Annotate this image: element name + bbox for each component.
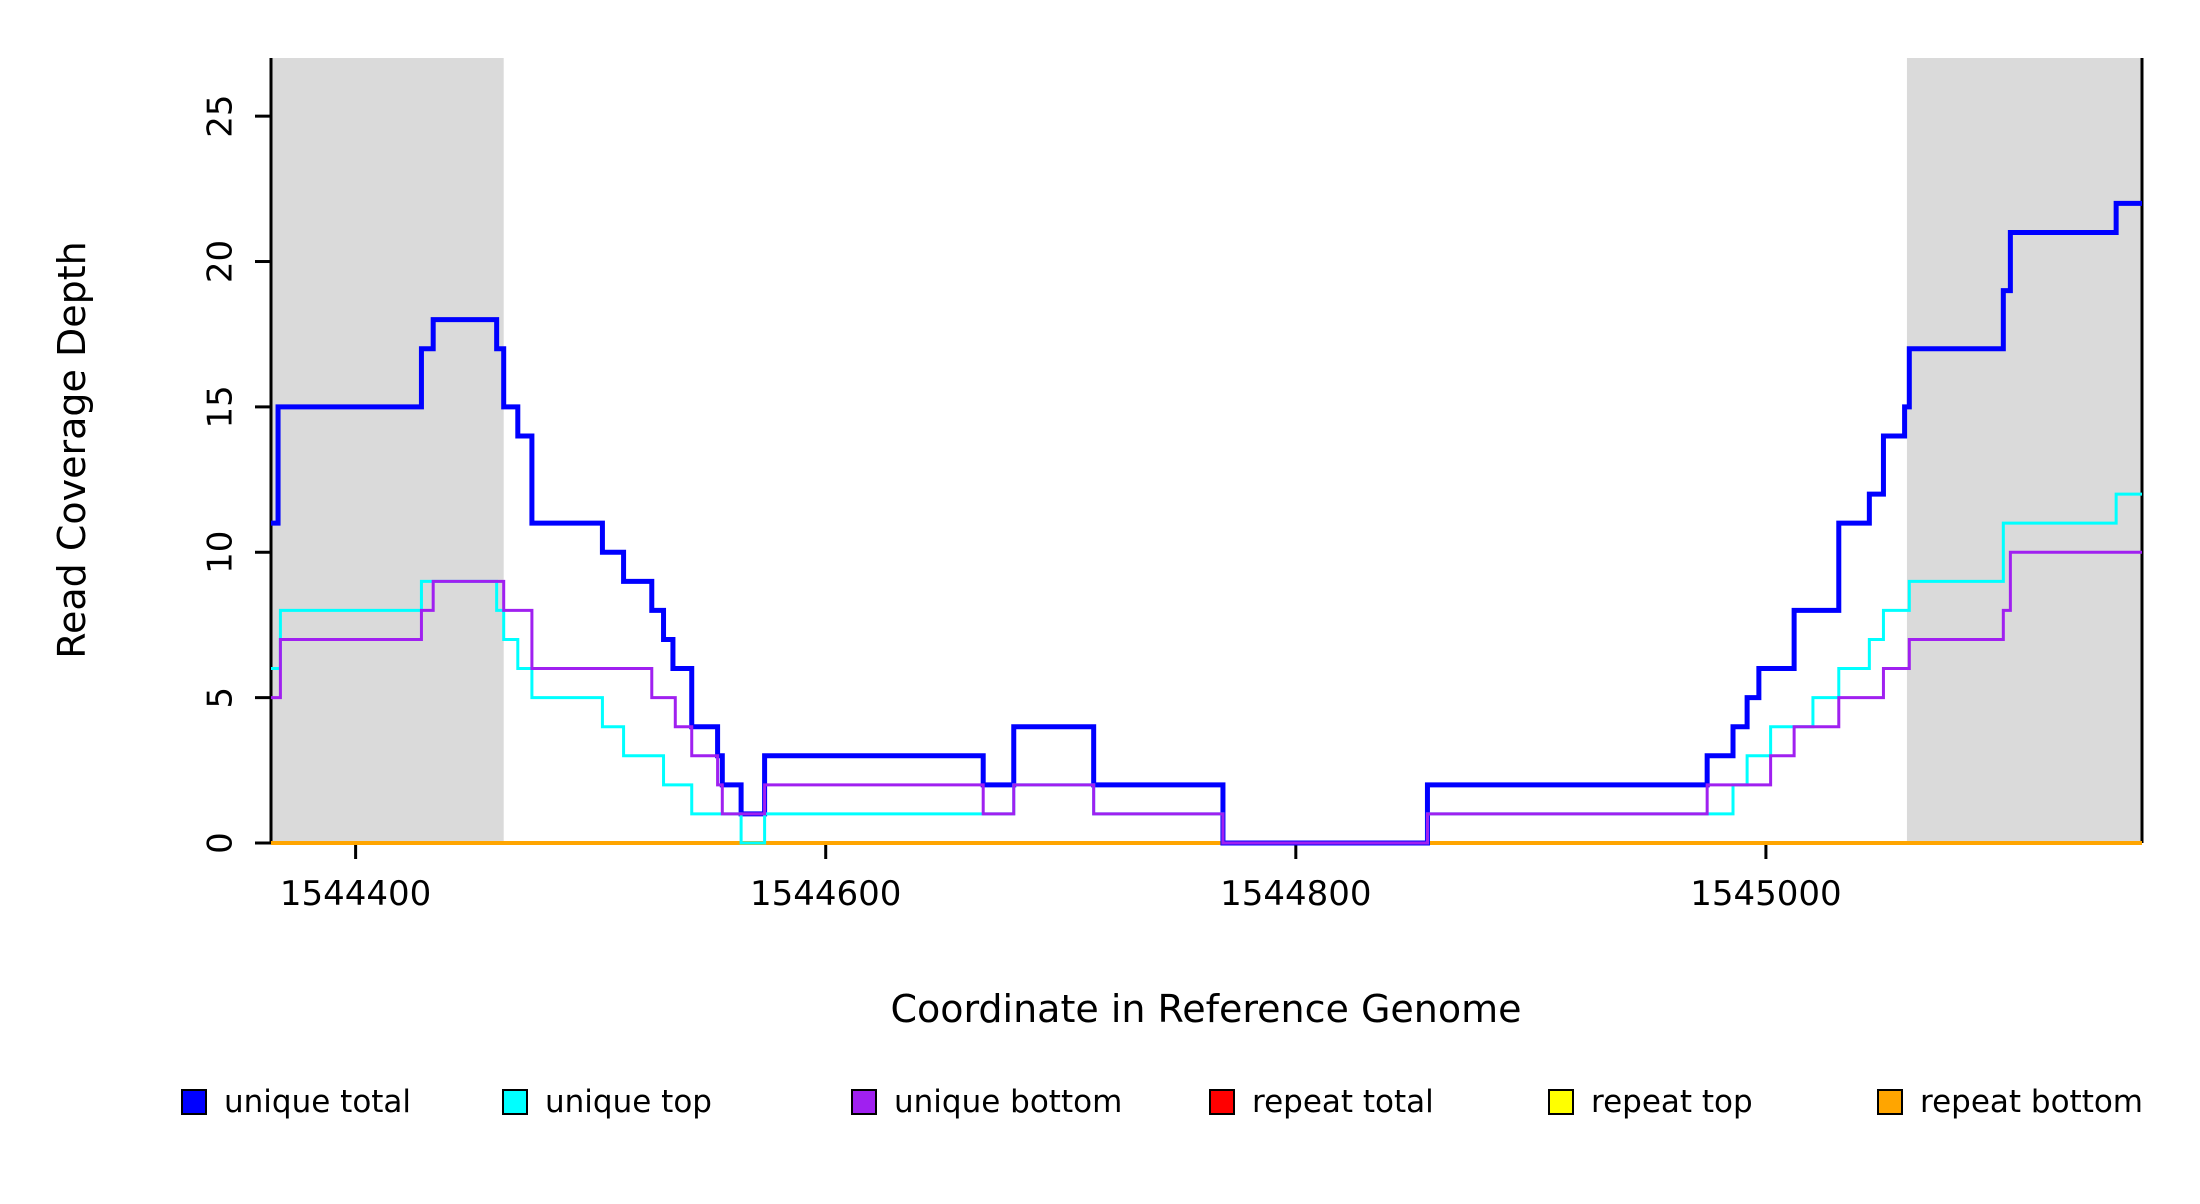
legend-label: repeat top: [1591, 1084, 1753, 1120]
legend-label: repeat bottom: [1920, 1084, 2143, 1120]
legend-swatch-repeat-total: [1209, 1089, 1235, 1115]
legend-swatch-unique-top: [502, 1089, 528, 1115]
series-line-unique-bottom: [271, 550, 2142, 845]
y-axis-title: Read Coverage Depth: [50, 241, 94, 658]
x-tick-label: 1544800: [1220, 874, 1371, 914]
legend-item-unique-total: unique total: [181, 1084, 411, 1120]
x-axis-title: Coordinate in Reference Genome: [890, 987, 1521, 1031]
y-tick-label: 15: [201, 385, 241, 428]
legend-label: unique total: [224, 1084, 411, 1120]
legend-swatch-unique-bottom: [851, 1089, 877, 1115]
legend-label: unique bottom: [894, 1084, 1122, 1120]
x-tick-label: 1544600: [750, 874, 901, 914]
legend-swatch-unique-total: [181, 1089, 207, 1115]
legend-item-repeat-total: repeat total: [1209, 1084, 1434, 1120]
y-tick-label: 10: [201, 531, 241, 574]
legend-label: repeat total: [1252, 1084, 1434, 1120]
y-tick-label: 5: [201, 687, 241, 709]
legend-label: unique top: [545, 1084, 712, 1120]
shaded-region-repeat-region-left: [271, 58, 504, 843]
legend-swatch-repeat-top: [1548, 1089, 1574, 1115]
legend-swatch-repeat-bottom: [1877, 1089, 1903, 1115]
x-tick-label: 1544400: [280, 874, 431, 914]
shaded-region-repeat-region-right: [1906, 58, 2142, 843]
legend-item-repeat-top: repeat top: [1548, 1084, 1753, 1120]
x-tick-label: 1545000: [1690, 874, 1841, 914]
y-tick-label: 25: [201, 95, 241, 138]
y-tick-label: 20: [201, 240, 241, 283]
legend-item-unique-bottom: unique bottom: [851, 1084, 1122, 1120]
legend-item-repeat-bottom: repeat bottom: [1877, 1084, 2143, 1120]
legend-item-unique-top: unique top: [502, 1084, 712, 1120]
y-tick-label: 0: [201, 832, 241, 854]
legend: unique total unique top unique bottom repea…: [181, 1084, 2143, 1120]
series-line-unique-total: [271, 200, 2142, 846]
